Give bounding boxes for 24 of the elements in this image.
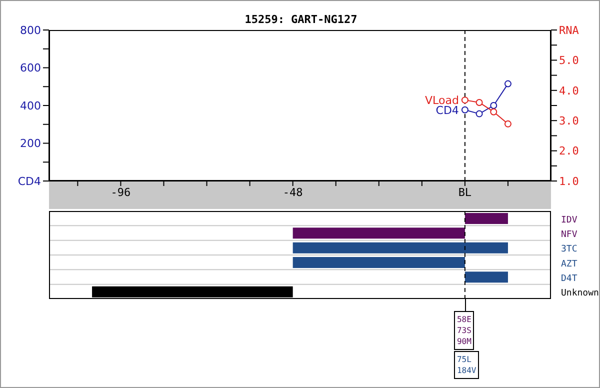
y2-tick-label: 1.0: [559, 174, 579, 188]
series-label: CD4: [436, 104, 459, 117]
y-tick-label: CD4: [18, 174, 41, 188]
x-tick-label: -48: [282, 186, 303, 199]
x-tick-label: -96: [110, 186, 131, 199]
y-tick-label: Unknown: [561, 288, 599, 299]
y-tick-label: NFV: [561, 230, 578, 240]
y2-tick-label: RNA: [559, 24, 580, 37]
y-tick-label: IDV: [561, 215, 578, 226]
y-tick-label: 600: [20, 62, 41, 75]
y2-tick-label: 2.0: [559, 144, 579, 158]
y-tick-label: 400: [20, 99, 41, 112]
y-tick-label: 800: [20, 24, 41, 37]
text: 75L 184V: [454, 351, 480, 379]
y-tick-label: 200: [20, 137, 41, 150]
text: 58E 73S 90M: [454, 311, 474, 350]
y-tick-label: D4T: [561, 274, 578, 284]
y-tick-label: AZT: [561, 259, 578, 270]
y2-tick-label: 3.0: [559, 114, 579, 128]
y2-tick-label: 5.0: [559, 54, 579, 68]
chart-title: 15259: GART-NG127: [244, 13, 358, 26]
y2-tick-label: 4.0: [559, 84, 579, 98]
y-tick-label: 3TC: [561, 244, 578, 255]
x-tick-label: BL: [458, 186, 472, 199]
